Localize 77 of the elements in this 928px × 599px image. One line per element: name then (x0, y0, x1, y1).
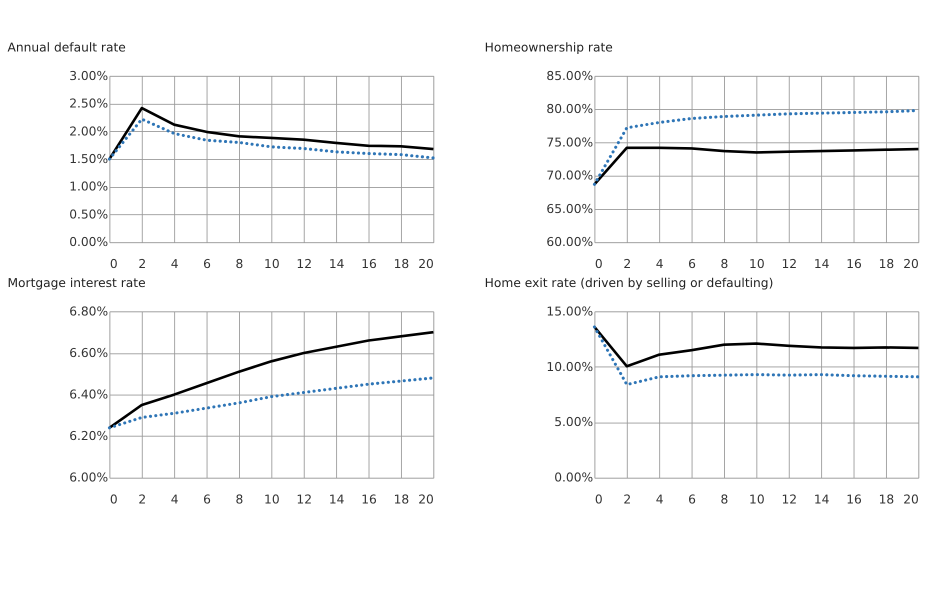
x-tick-label: 18 (394, 492, 410, 507)
x-tick-label: 20 (903, 257, 919, 272)
y-tick-label: 10.00% (546, 360, 594, 374)
y-tick-label: 0.50% (69, 207, 108, 222)
x-tick-label: 4 (170, 257, 179, 272)
x-tick-label: 12 (781, 492, 798, 507)
x-tick-label: 16 (361, 257, 378, 272)
x-tick-label: 6 (203, 257, 212, 272)
x-tick-label: 14 (814, 492, 830, 507)
x-tick-label: 2 (138, 257, 146, 272)
y-tick-label: 6.60% (69, 346, 108, 360)
x-tick-label: 6 (688, 492, 696, 507)
x-tick-label: 20 (418, 257, 434, 272)
x-tick-label: 14 (328, 492, 345, 507)
y-tick-label: 6.20% (69, 429, 108, 444)
x-tick-label: 10 (264, 492, 280, 507)
x-tick-label: 14 (328, 257, 345, 272)
y-tick-label: 5.00% (554, 415, 594, 430)
x-tick-label: 20 (903, 492, 919, 507)
line-series (593, 146, 920, 186)
x-tick-label: 2 (623, 492, 632, 507)
x-tick-label: 8 (720, 492, 728, 507)
x-tick-label: 8 (720, 257, 728, 272)
chart-title: Home exit rate (driven by selling or defaulting) (484, 276, 774, 290)
y-tick-label: 2.50% (69, 96, 108, 111)
x-tick-label: 0 (594, 257, 603, 272)
chart-title: Annual default rate (7, 40, 126, 54)
y-tick-label: 6.40% (69, 388, 108, 402)
x-tick-label: 6 (688, 257, 696, 272)
x-tick-label: 14 (814, 257, 830, 272)
line-series (108, 376, 435, 430)
x-tick-label: 4 (656, 492, 664, 507)
chart-title: Homeownership rate (484, 40, 613, 54)
x-tick-label: 8 (236, 257, 244, 272)
y-tick-label: 6.00% (69, 470, 108, 485)
y-tick-label: 1.50% (69, 152, 108, 166)
line-series (108, 118, 435, 161)
x-tick-label: 12 (296, 257, 312, 272)
line-series (592, 325, 920, 386)
y-tick-label: 15.00% (546, 304, 594, 318)
y-tick-label: 2.00% (69, 124, 108, 138)
chart-title: Mortgage interest rate (7, 276, 146, 290)
y-tick-label: 65.00% (546, 202, 594, 216)
x-tick-label: 0 (594, 492, 603, 507)
x-tick-label: 10 (264, 257, 280, 272)
x-tick-label: 8 (236, 492, 244, 507)
y-tick-label: 1.00% (69, 180, 108, 194)
x-tick-label: 0 (110, 492, 118, 507)
y-tick-label: 0.00% (69, 235, 108, 250)
x-tick-label: 16 (361, 492, 378, 507)
x-tick-label: 2 (623, 257, 632, 272)
x-tick-label: 4 (656, 257, 664, 272)
x-tick-label: 16 (846, 257, 862, 272)
y-tick-label: 75.00% (546, 135, 594, 150)
x-tick-label: 18 (878, 492, 894, 507)
x-tick-label: 0 (110, 257, 118, 272)
x-tick-label: 12 (781, 257, 798, 272)
line-series (108, 106, 435, 160)
x-tick-label: 10 (749, 492, 765, 507)
y-tick-label: 80.00% (546, 102, 594, 116)
y-tick-label: 70.00% (546, 168, 594, 183)
x-tick-label: 12 (296, 492, 312, 507)
y-tick-label: 6.80% (69, 304, 108, 318)
x-tick-label: 4 (170, 492, 179, 507)
y-tick-label: 3.00% (69, 68, 108, 83)
line-series (108, 330, 435, 430)
x-tick-label: 10 (749, 257, 765, 272)
y-tick-label: 0.00% (554, 470, 594, 485)
y-tick-label: 85.00% (546, 68, 594, 83)
y-tick-label: 60.00% (546, 235, 594, 250)
x-tick-label: 16 (846, 492, 862, 507)
x-tick-label: 18 (878, 257, 894, 272)
x-tick-label: 6 (203, 492, 212, 507)
x-tick-label: 18 (394, 257, 410, 272)
x-tick-label: 2 (138, 492, 146, 507)
line-series (593, 326, 920, 368)
x-tick-label: 20 (418, 492, 434, 507)
